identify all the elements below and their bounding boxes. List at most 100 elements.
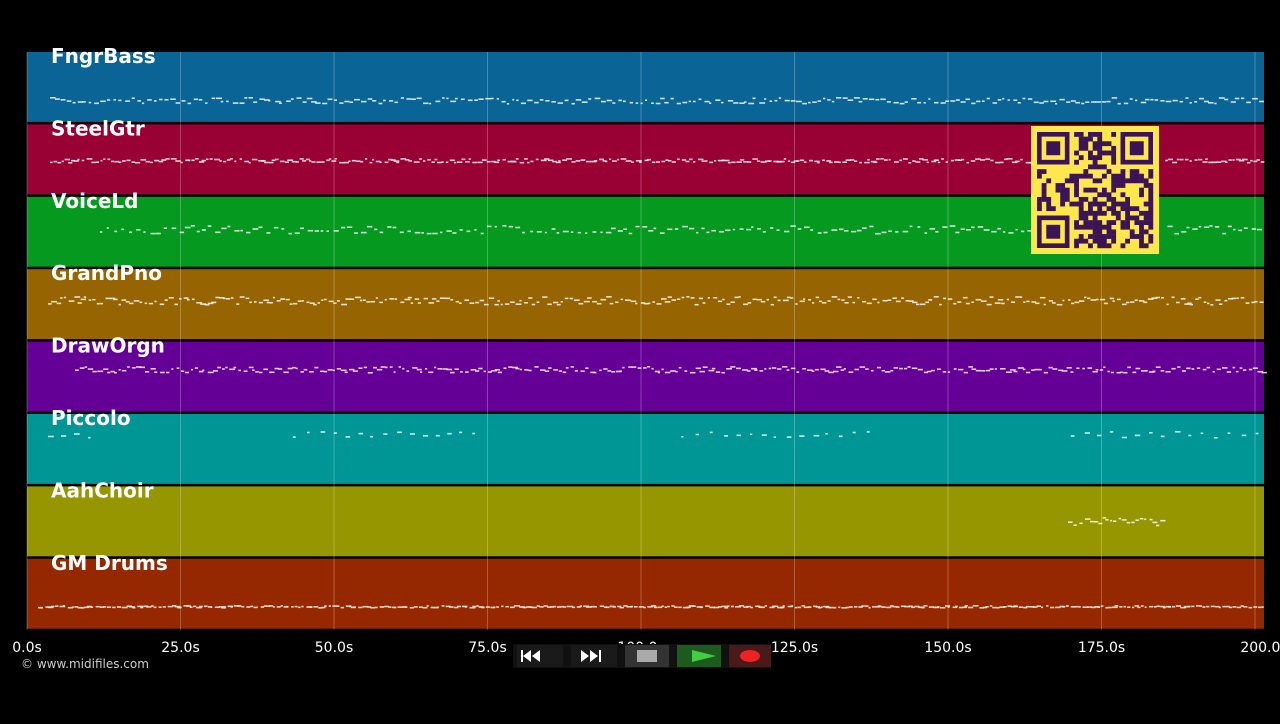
note [837, 298, 841, 301]
note [307, 229, 314, 232]
note [847, 99, 854, 101]
note [803, 161, 807, 163]
note [306, 606, 313, 608]
note [876, 158, 880, 160]
note [719, 231, 724, 233]
rewind-button[interactable] [517, 645, 563, 667]
note [1180, 606, 1187, 609]
note [1247, 161, 1251, 164]
note [972, 605, 977, 607]
note [947, 371, 951, 373]
note [933, 296, 939, 298]
qr-module [1092, 132, 1098, 137]
note [478, 98, 484, 100]
qr-module [1129, 169, 1135, 174]
note [106, 606, 112, 608]
note [823, 231, 828, 234]
qr-module [1134, 220, 1140, 225]
note [995, 161, 1001, 164]
note [129, 302, 134, 305]
note [292, 436, 296, 438]
note [520, 102, 526, 105]
note [617, 605, 622, 608]
qr-module [1064, 192, 1070, 198]
note [965, 302, 970, 305]
note [880, 158, 884, 160]
note [635, 160, 642, 162]
note [66, 100, 72, 102]
note [140, 606, 144, 609]
qr-module [1088, 155, 1093, 161]
note [1208, 102, 1214, 104]
note [210, 606, 213, 608]
note [61, 160, 64, 163]
qr-module [1101, 243, 1107, 249]
note [840, 369, 845, 371]
note [288, 232, 292, 235]
note [975, 298, 982, 301]
note [176, 367, 180, 369]
note [250, 605, 254, 608]
note [1132, 606, 1135, 609]
note [709, 431, 713, 434]
note [200, 303, 207, 305]
note [183, 605, 189, 607]
note [336, 605, 340, 607]
note [875, 232, 881, 235]
note [74, 606, 79, 608]
qr-module [1097, 220, 1103, 225]
note [1175, 431, 1181, 433]
qr-module [1078, 132, 1084, 137]
note [622, 100, 626, 103]
note [90, 606, 94, 608]
note [1141, 370, 1147, 372]
qr-module [1074, 183, 1079, 188]
note [409, 606, 414, 609]
note [259, 98, 265, 100]
note [205, 158, 209, 161]
note [268, 161, 274, 164]
note [207, 225, 212, 227]
note [249, 301, 252, 304]
note [588, 98, 592, 100]
note [107, 158, 111, 161]
record-button[interactable] [729, 645, 771, 667]
note [626, 606, 633, 608]
note [113, 99, 116, 101]
note [1172, 161, 1178, 164]
note [1002, 97, 1005, 100]
forward-button[interactable] [571, 645, 617, 667]
note [184, 226, 191, 229]
stop-button[interactable] [625, 645, 669, 667]
note [937, 161, 941, 164]
note [1227, 225, 1232, 228]
note [333, 302, 337, 304]
note [354, 232, 358, 234]
note [695, 433, 699, 436]
note [942, 226, 948, 228]
note [524, 302, 528, 304]
qr-module [1092, 220, 1098, 225]
note [183, 297, 189, 299]
qr-module [1111, 201, 1117, 207]
note [410, 302, 414, 304]
note [708, 369, 715, 372]
note [1135, 519, 1139, 521]
note [1205, 158, 1208, 160]
note [258, 371, 263, 374]
note [374, 606, 378, 609]
note [129, 606, 135, 608]
play-button[interactable] [677, 645, 721, 667]
qr-module [1097, 150, 1103, 156]
note [1082, 367, 1085, 370]
note [1039, 102, 1044, 104]
note [828, 371, 834, 374]
note [383, 433, 388, 435]
note [1011, 161, 1018, 164]
note [986, 303, 992, 306]
note [404, 606, 408, 608]
note [759, 370, 764, 372]
qr-module [1111, 173, 1117, 179]
note [114, 371, 117, 374]
note [1075, 101, 1080, 104]
